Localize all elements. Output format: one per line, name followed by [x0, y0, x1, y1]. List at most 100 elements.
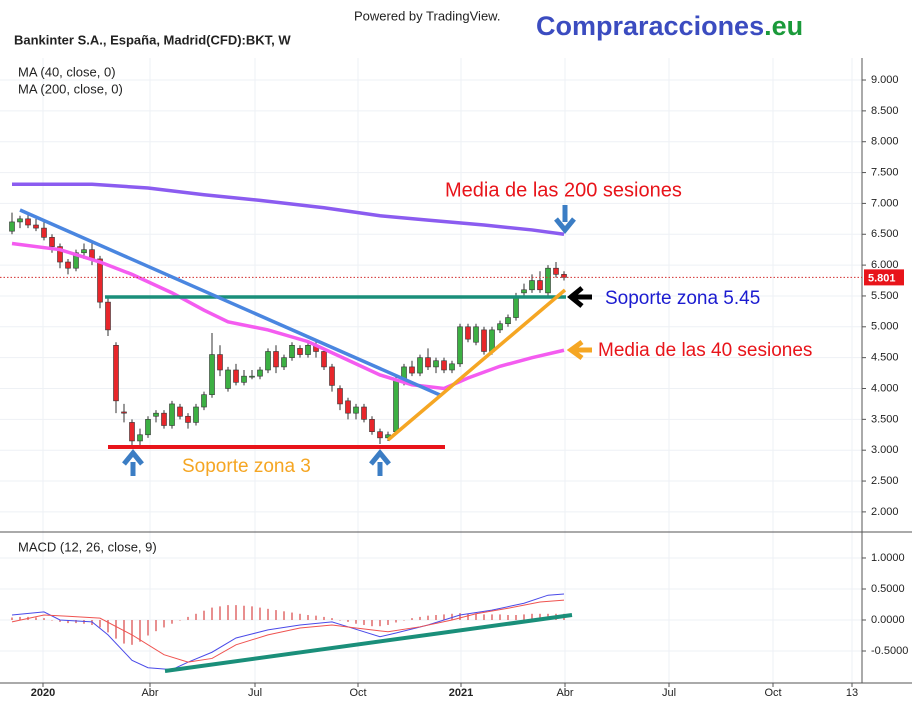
annotation: Soporte zona 3	[182, 456, 311, 477]
candle-body	[513, 295, 519, 318]
histogram-bar	[459, 613, 461, 620]
candle-body	[145, 419, 151, 436]
candle-body	[329, 366, 335, 386]
candle-body	[433, 360, 439, 368]
histogram-bar	[139, 619, 141, 642]
histogram-bar	[475, 613, 477, 620]
x-tick-label: Abr	[556, 687, 573, 699]
y-tick-label: 0.5000	[871, 583, 905, 595]
x-tick-label: 13	[846, 687, 858, 699]
histogram-bar	[395, 619, 397, 623]
candle-body	[33, 224, 39, 229]
candle-body	[393, 378, 399, 432]
histogram-bar	[539, 613, 541, 620]
y-tick-label: -0.5000	[871, 645, 908, 657]
last-price-label: 5.801	[868, 272, 896, 284]
candle-body	[97, 258, 103, 303]
candle-body	[73, 252, 79, 269]
histogram-bar	[163, 619, 165, 628]
candle-body	[305, 345, 311, 355]
histogram-bar	[235, 605, 237, 620]
candle-body	[177, 406, 183, 417]
histogram-bar	[195, 613, 197, 620]
candle-body	[105, 301, 111, 331]
arrow-up	[369, 449, 391, 476]
histogram-bar	[187, 616, 189, 620]
y-tick-label: 8.500	[871, 105, 899, 117]
histogram-bar	[451, 613, 453, 620]
y-tick-label: 4.000	[871, 382, 899, 394]
histogram-bar	[147, 619, 149, 636]
grid-layer	[0, 58, 862, 683]
candle-body	[417, 357, 423, 374]
moving-average	[12, 182, 565, 236]
y-tick-label: 6.500	[871, 228, 899, 240]
candle-body	[409, 366, 415, 374]
histogram-bar	[339, 619, 341, 621]
histogram-bar	[515, 615, 517, 620]
x-tick-label: 2021	[449, 687, 473, 699]
histogram-bar	[43, 618, 45, 620]
histogram-bar	[483, 614, 485, 620]
histogram-bar	[203, 610, 205, 620]
histogram-bar	[443, 614, 445, 620]
candle-body	[193, 406, 199, 423]
y-tick-label: 4.500	[871, 352, 899, 364]
candle-body	[321, 351, 327, 368]
candle-body	[169, 403, 175, 426]
histogram-bar	[11, 617, 13, 620]
histogram-bar	[355, 619, 357, 624]
histogram-bar	[243, 605, 245, 620]
y-tick-label: 2.500	[871, 475, 899, 487]
macd-trend-line	[164, 613, 573, 673]
histogram-bar	[531, 613, 533, 620]
trend-line	[386, 288, 567, 442]
y-tick-label: 9.000	[871, 74, 899, 86]
candle-body	[425, 357, 431, 368]
candle-body	[497, 323, 503, 331]
candle-body	[529, 280, 535, 291]
histogram-bar	[51, 619, 53, 621]
histogram-bar	[467, 613, 469, 620]
candle-body	[289, 345, 295, 358]
candle-body	[9, 221, 15, 232]
histogram-bar	[347, 619, 349, 622]
candle-body	[353, 406, 359, 414]
candle-body	[225, 369, 231, 389]
candle-body	[505, 317, 511, 325]
histogram-bar	[251, 606, 253, 620]
drawings	[19, 205, 592, 673]
y-tick-label: 5.500	[871, 290, 899, 302]
candle-body	[545, 267, 551, 294]
candle-body	[153, 412, 159, 417]
y-tick-label: 1.0000	[871, 552, 905, 564]
histogram-bar	[331, 618, 333, 620]
candle-body	[161, 412, 167, 426]
candle-body	[17, 218, 23, 223]
candle-body	[337, 388, 343, 405]
histogram-bar	[211, 607, 213, 620]
candle-body	[257, 369, 263, 377]
arrow-down	[554, 205, 576, 234]
histogram-bar	[67, 619, 69, 624]
chart-title: Bankinter S.A., España, Madrid(CFD):BKT,…	[14, 32, 291, 47]
y-tick-label: 5.000	[871, 321, 899, 333]
histogram-bar	[155, 619, 157, 632]
candle-body	[345, 400, 351, 414]
candle-body	[217, 354, 223, 371]
arrow-left	[566, 339, 592, 361]
x-tick-label: Jul	[662, 687, 676, 699]
histogram-bar	[499, 614, 501, 620]
histogram-bar	[427, 615, 429, 620]
histogram-bar	[275, 610, 277, 620]
candle-body	[41, 227, 47, 238]
histogram-bar	[107, 619, 109, 633]
x-tick-label: Abr	[141, 687, 158, 699]
annotation: Media de las 40 sesiones	[598, 340, 812, 361]
histogram-bar	[419, 616, 421, 620]
histogram-bar	[371, 619, 373, 627]
candle-body	[121, 411, 127, 414]
histogram-bar	[299, 613, 301, 620]
y-tick-label: 6.000	[871, 259, 899, 271]
